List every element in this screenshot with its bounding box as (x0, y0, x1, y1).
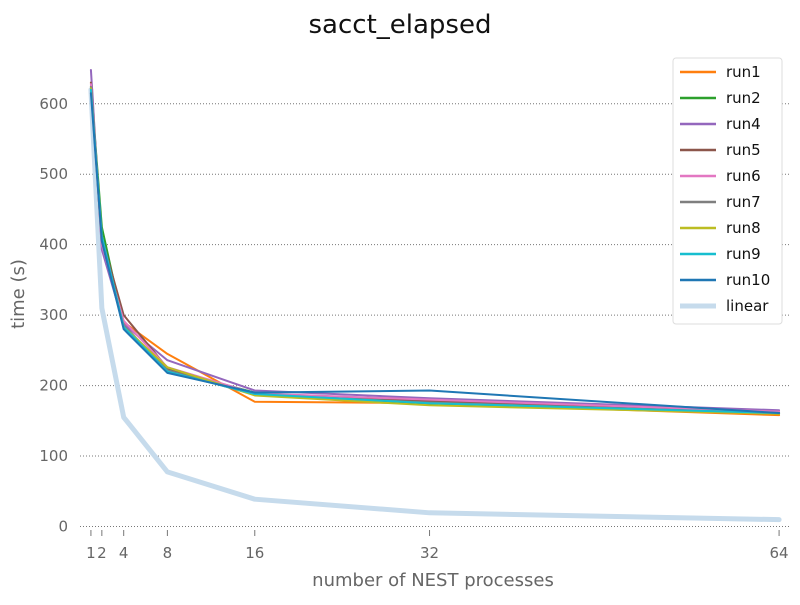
y-tick-label: 100 (39, 447, 68, 465)
legend-label: run7 (726, 193, 761, 211)
y-tick-label: 400 (39, 236, 68, 254)
legend-label: run6 (726, 167, 761, 185)
y-axis-ticks: 0 100 200 300 400 500 600 (39, 95, 68, 536)
legend-item: run7 (680, 193, 761, 211)
legend-label: linear (726, 297, 769, 315)
y-tick-label: 600 (39, 95, 68, 113)
series-line-run10 (89, 92, 781, 415)
legend-label: run5 (726, 141, 761, 159)
legend-item: run2 (680, 89, 761, 107)
series-lines (88, 68, 782, 523)
x-tick-label: 32 (420, 544, 439, 562)
legend-item: run8 (680, 219, 761, 237)
x-axis-ticks: 1 2 4 8 16 32 64 (86, 530, 789, 562)
x-tick-label: 2 (97, 544, 107, 562)
y-axis-label: time (s) (8, 259, 29, 329)
legend-label: run4 (726, 115, 761, 133)
series-line-linear (88, 87, 782, 523)
legend-item: run9 (680, 245, 761, 263)
x-tick-label: 16 (245, 544, 264, 562)
legend: run1 run2 run4 run5 run6 run7 run8 run9 run10 lin… (672, 57, 783, 325)
legend-label: run9 (726, 245, 761, 263)
legend-items: run1 run2 run4 run5 run6 run7 run8 run9 run10 lin… (680, 63, 770, 315)
y-tick-label: 500 (39, 165, 68, 183)
x-tick-label: 64 (770, 544, 789, 562)
y-tick-label: 200 (39, 377, 68, 395)
series-line-run4 (89, 68, 781, 412)
legend-label: run1 (726, 63, 761, 81)
legend-label: run2 (726, 89, 761, 107)
x-tick-label: 8 (163, 544, 173, 562)
x-tick-label: 1 (86, 544, 96, 562)
legend-label: run10 (726, 271, 770, 289)
grid-lines (80, 103, 790, 527)
x-tick-label: 4 (119, 544, 129, 562)
legend-item: run1 (680, 63, 761, 81)
chart-title: sacct_elapsed (309, 10, 492, 40)
legend-item: run4 (680, 115, 761, 133)
legend-label: run8 (726, 219, 761, 237)
legend-item: run10 (680, 271, 770, 289)
x-axis-label: number of NEST processes (312, 570, 554, 591)
legend-item: run5 (680, 141, 761, 159)
legend-item: linear (680, 297, 769, 315)
legend-item: run6 (680, 167, 761, 185)
y-tick-label: 0 (58, 517, 68, 535)
y-tick-label: 300 (39, 306, 68, 324)
